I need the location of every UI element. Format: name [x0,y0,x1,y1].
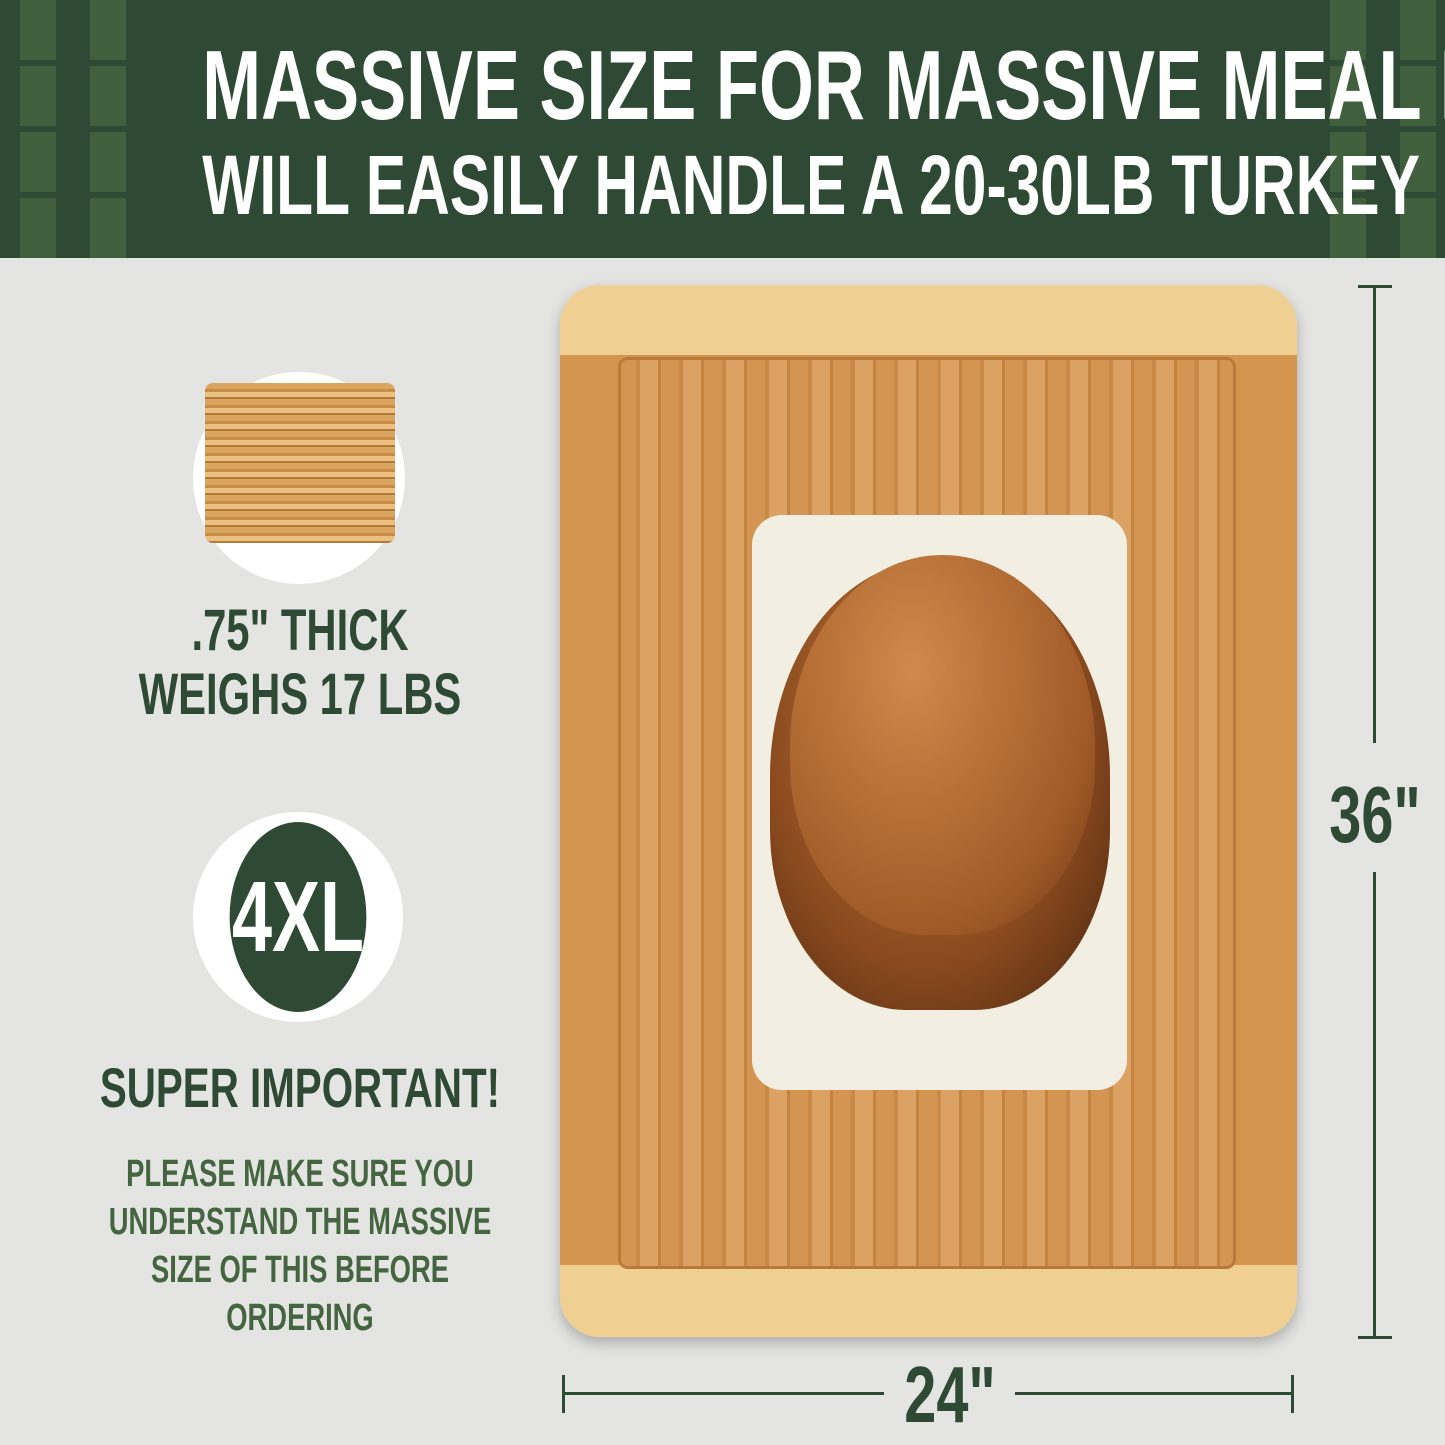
height-dimension-line [1373,872,1376,1338]
warning-line: PLEASE MAKE SURE YOU [126,1153,474,1195]
bamboo-decoration [90,0,126,258]
width-dimension-line [562,1392,884,1395]
size-badge: 4XL [229,822,367,1012]
subheadline: WILL EASILY HANDLE A 20-30LB TURKEY [202,138,1420,232]
headline: MASSIVE SIZE FOR MASSIVE MEAL PREP [202,30,1445,140]
turkey-breast [790,555,1095,935]
weight-text: WEIGHS 17 LBS [138,662,462,727]
dimension-cap [1358,1336,1392,1339]
height-label: 36" [1329,770,1421,859]
bamboo-decoration [20,0,56,258]
thickness-text: .75" THICK [191,598,409,663]
width-label: 24" [904,1350,996,1439]
board-edge-image [205,383,395,543]
width-dimension-line [1015,1392,1293,1395]
height-dimension-line [1373,285,1376,743]
dimension-cap [1291,1375,1294,1413]
warning-line: UNDERSTAND THE MASSIVE [108,1201,492,1243]
warning-title: SUPER IMPORTANT! [99,1056,501,1119]
header-banner: MASSIVE SIZE FOR MASSIVE MEAL PREP WILL … [0,0,1445,258]
bamboo-decoration [1330,0,1366,258]
bamboo-decoration [1400,0,1436,258]
warning-line: ORDERING [226,1297,374,1339]
warning-line: SIZE OF THIS BEFORE [151,1249,449,1291]
